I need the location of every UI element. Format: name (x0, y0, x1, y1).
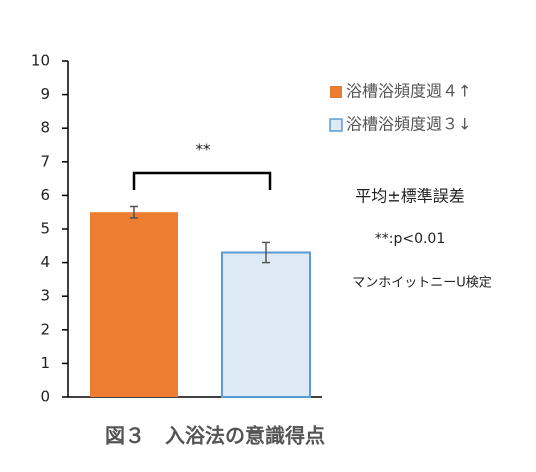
y-tick-label: 9 (40, 85, 50, 103)
error-bar (262, 241, 270, 264)
annotation: ** (196, 141, 212, 159)
legend-swatch (329, 118, 343, 132)
y-tick-label: 7 (40, 152, 50, 170)
legend-label: 浴槽浴頻度週４↑ (346, 82, 471, 101)
bar (221, 251, 311, 398)
annotation: マンホイットニーU検定 (352, 276, 492, 291)
error-bar (130, 205, 138, 219)
y-tick-label: 2 (40, 320, 50, 338)
chart-title: 図３ 入浴法の意識得点 (105, 424, 325, 448)
y-tick-label: 4 (40, 253, 50, 271)
y-tick-label: 5 (40, 220, 50, 238)
y-tick-label: 1 (40, 354, 50, 372)
significance-bracket (132, 171, 272, 190)
y-tick-label: 10 (31, 52, 50, 70)
y-tick-label: 8 (40, 119, 50, 137)
annotation: **:p<0.01 (375, 231, 446, 247)
y-tick-label: 3 (40, 287, 50, 305)
y-tick-label: 0 (40, 388, 50, 406)
legend-swatch (330, 86, 342, 98)
bar (90, 212, 178, 397)
legend-label: 浴槽浴頻度週３↓ (346, 115, 471, 134)
annotation: 平均±標準誤差 (355, 187, 464, 206)
y-tick-label: 6 (40, 186, 50, 204)
